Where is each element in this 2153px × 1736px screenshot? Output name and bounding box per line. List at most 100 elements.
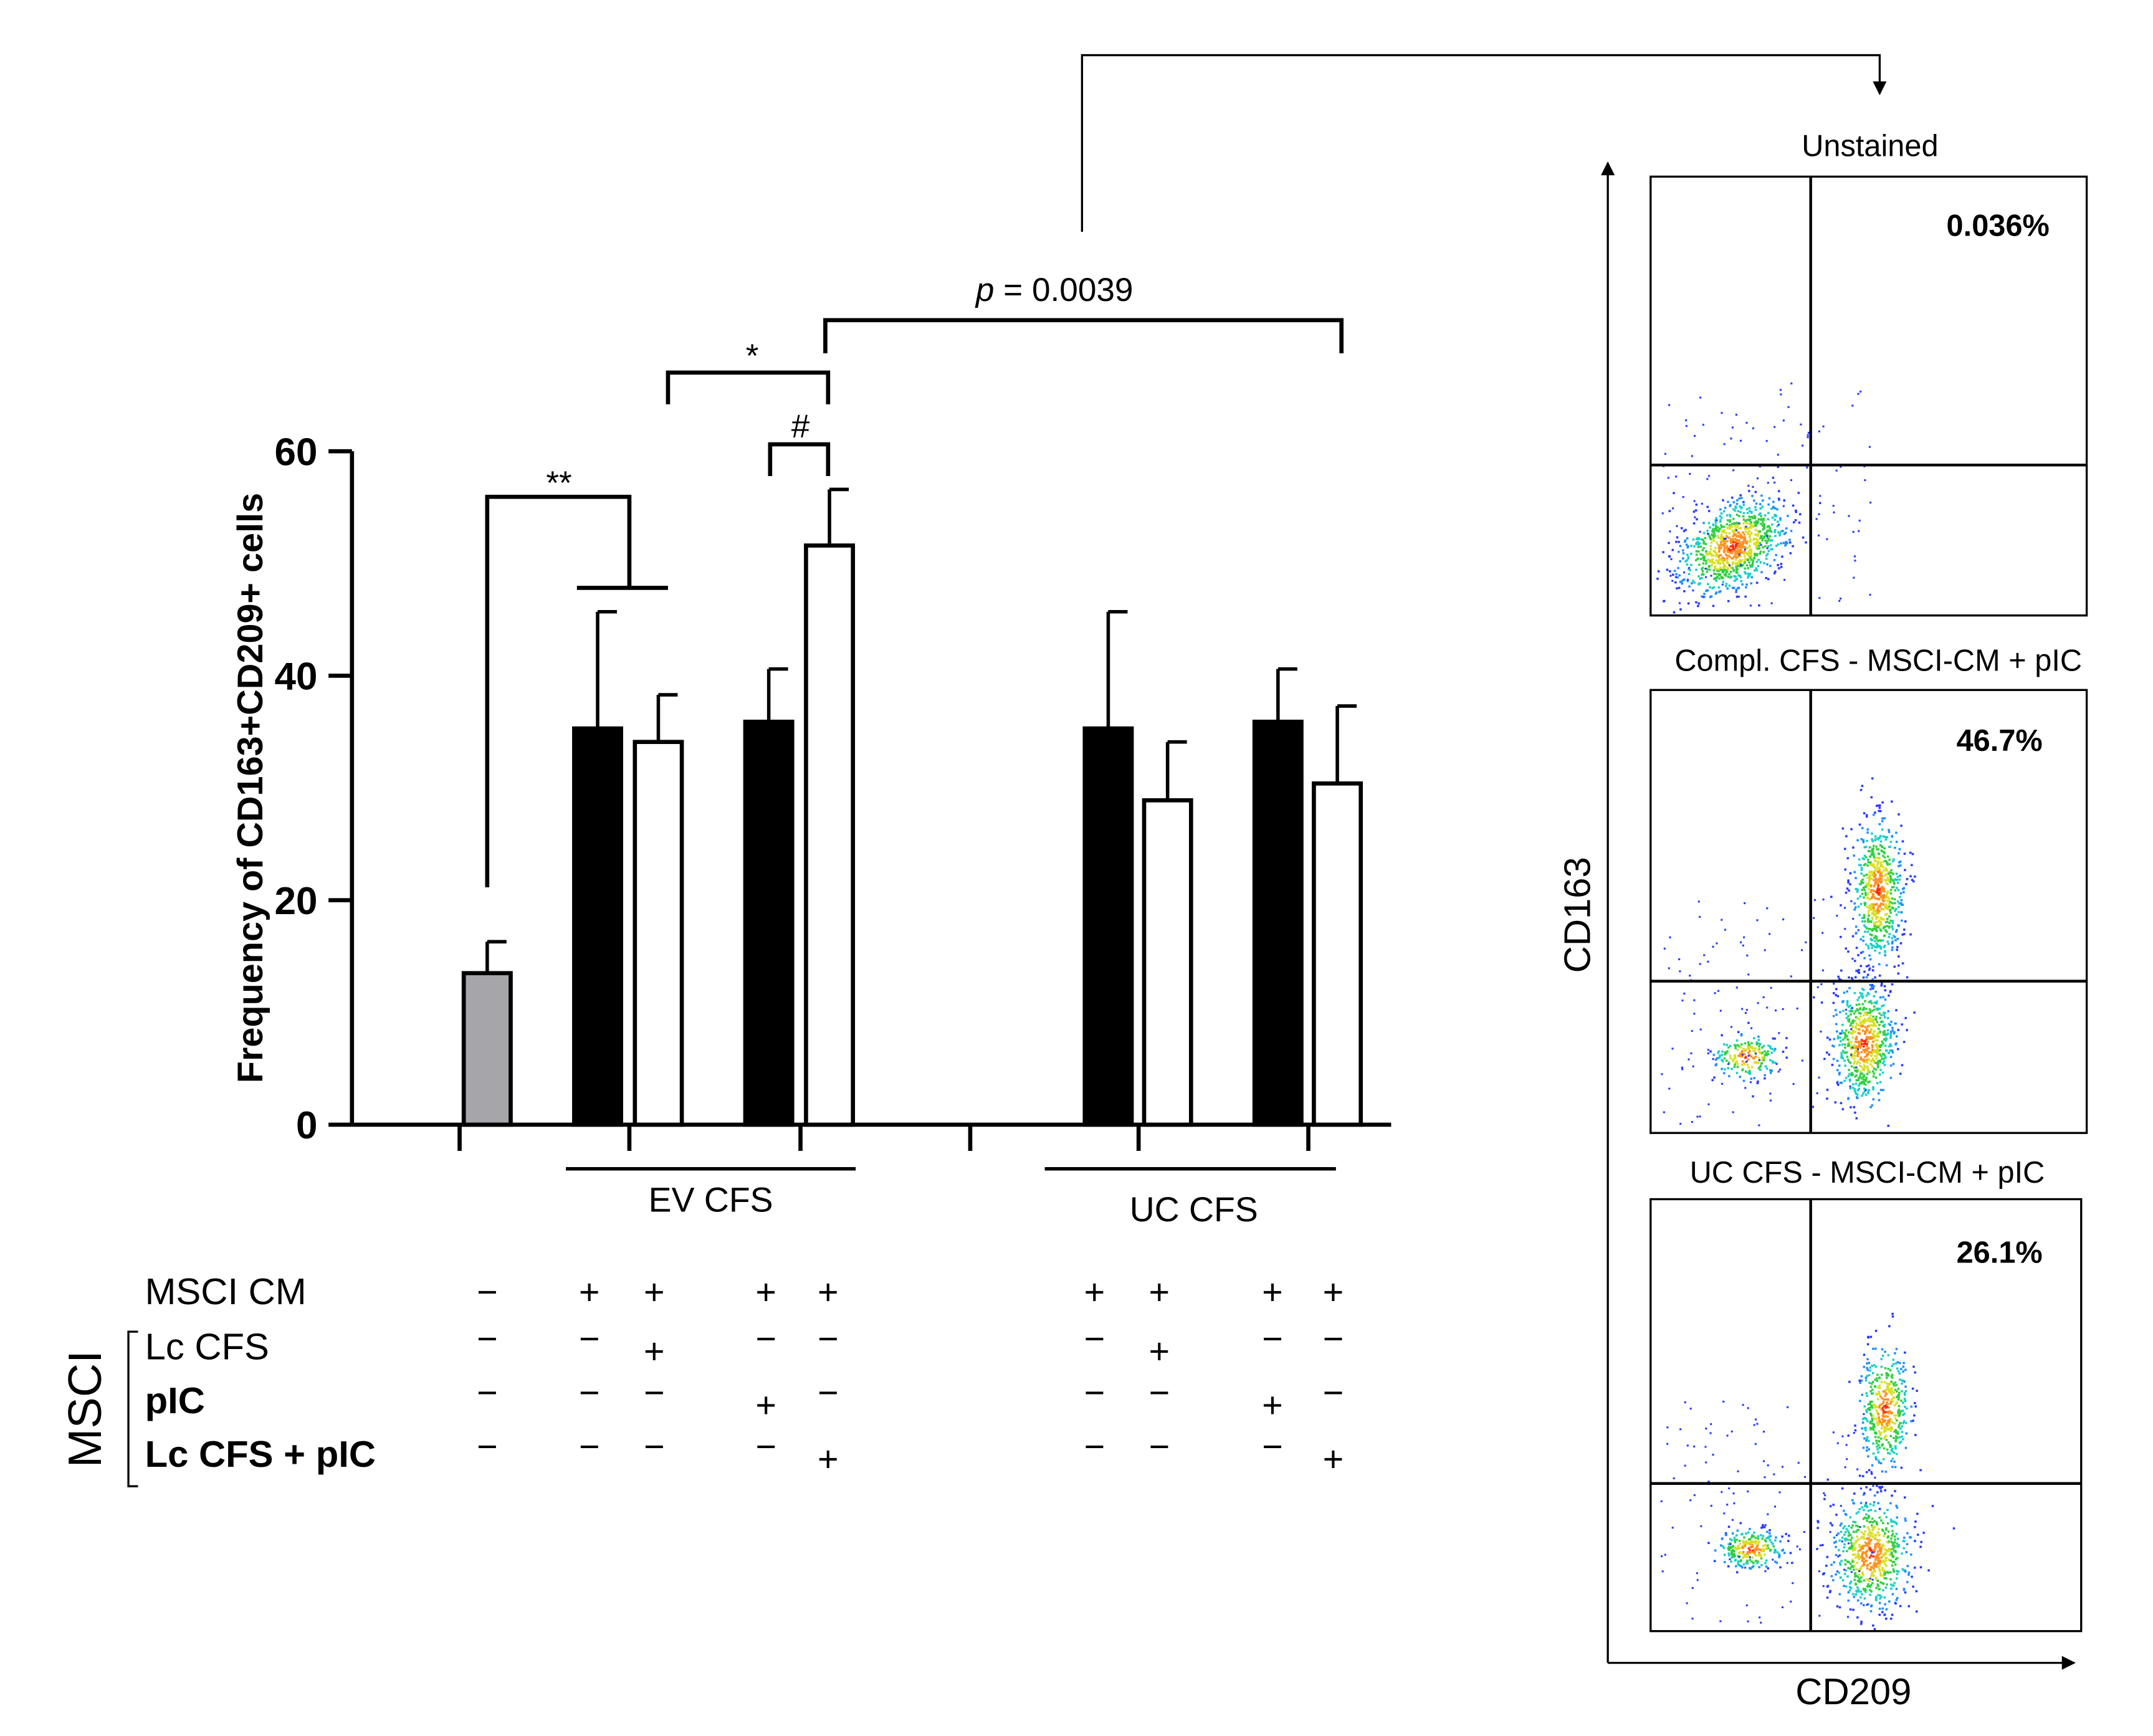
flow-event — [1687, 578, 1689, 581]
flow-event — [1714, 522, 1717, 524]
flow-event — [1858, 1041, 1861, 1043]
flow-event — [1831, 1064, 1834, 1066]
flow-event — [1871, 1051, 1874, 1054]
flow-event — [1735, 591, 1737, 593]
flow-event — [1747, 550, 1750, 553]
flow-event — [1856, 1552, 1859, 1555]
flow-event — [1852, 1047, 1855, 1050]
flow-event — [1754, 1553, 1757, 1557]
flow-event — [1749, 565, 1752, 568]
flow-event — [1769, 1539, 1772, 1542]
flow-event — [1826, 1097, 1828, 1100]
flow-event — [1870, 1472, 1873, 1475]
flow-event — [1780, 393, 1782, 396]
flow-event — [1869, 1532, 1871, 1535]
flow-event — [1747, 1047, 1750, 1050]
flow-event — [1669, 575, 1672, 577]
flow-event — [1719, 1009, 1722, 1012]
flow-event — [1760, 523, 1762, 525]
flow-event — [1766, 535, 1769, 537]
flow-event — [1724, 565, 1727, 568]
flow-event — [1856, 839, 1859, 842]
flow-event — [1765, 532, 1768, 535]
flow-event — [1742, 546, 1745, 549]
flow-event — [1922, 1532, 1925, 1534]
flow-event — [1870, 905, 1873, 908]
flow-event — [1723, 1512, 1726, 1515]
flow-event — [1709, 1432, 1712, 1434]
flow-event — [1869, 988, 1872, 991]
flow-event — [1873, 1417, 1876, 1420]
flow-event — [1675, 475, 1678, 478]
flow-event — [1831, 1524, 1833, 1527]
flow-event — [1871, 1104, 1873, 1107]
flow-event — [1867, 1455, 1869, 1457]
flow-event — [1879, 840, 1883, 843]
flow-event — [1863, 1006, 1865, 1009]
flow-event — [1900, 824, 1902, 827]
flow-event — [1848, 1547, 1850, 1550]
flow-event — [1724, 1053, 1726, 1056]
flow-event — [1795, 510, 1797, 513]
flow-event — [1731, 496, 1734, 499]
flow-event — [1838, 1044, 1841, 1047]
flow-event — [1721, 1545, 1724, 1548]
flow-event — [1758, 1124, 1760, 1127]
flow-event — [1682, 552, 1685, 555]
flow-event — [1869, 1422, 1872, 1424]
flow-event — [1873, 1051, 1876, 1053]
flow-event — [1710, 541, 1713, 544]
flow-event — [1676, 525, 1678, 527]
flow-event — [1863, 1589, 1866, 1591]
flow-event — [1701, 573, 1704, 576]
flow-event — [1856, 1089, 1859, 1092]
flow-event — [1851, 1052, 1853, 1056]
flow-event — [1845, 1008, 1847, 1011]
flow-event — [1858, 1003, 1861, 1006]
flow-event — [1724, 553, 1727, 556]
flow-event — [1850, 1542, 1853, 1545]
flow-event — [1813, 917, 1815, 919]
flow-event — [1857, 1052, 1860, 1054]
flow-event — [1869, 1428, 1873, 1431]
flow-event — [1898, 905, 1900, 909]
flow-event — [1775, 1062, 1778, 1066]
flow-event — [1875, 1439, 1878, 1442]
flow-event — [1898, 955, 1900, 958]
flow-event — [1878, 1391, 1880, 1393]
flow-event — [1747, 1542, 1750, 1545]
condition-row-label: Lc CFS + pIC — [145, 1433, 376, 1475]
flow-event — [1742, 503, 1745, 506]
flow-event — [1866, 1072, 1869, 1075]
flow-event — [1889, 919, 1892, 922]
flow-event — [1656, 577, 1659, 580]
flow-event — [1858, 1033, 1861, 1035]
flow-event — [1875, 1563, 1878, 1565]
flow-event — [1845, 835, 1848, 837]
flow-event — [1769, 1548, 1772, 1552]
flow-event — [1882, 1458, 1885, 1461]
flow-event — [1696, 541, 1699, 543]
flow-event — [1744, 520, 1747, 523]
flow-event — [1787, 1406, 1789, 1408]
flow-event — [1868, 1036, 1870, 1039]
flow-event — [1851, 1593, 1855, 1596]
flow-event — [1756, 1082, 1759, 1085]
flow-event — [1773, 1049, 1776, 1052]
flow-event — [1884, 1032, 1886, 1035]
flow-event — [1863, 924, 1866, 927]
flow-event — [1919, 1545, 1922, 1548]
flow-event — [1863, 1437, 1866, 1440]
quadrant-percent: 0.036% — [1947, 209, 2050, 243]
flow-event — [1723, 557, 1726, 560]
flow-event — [1744, 1012, 1747, 1014]
flow-event — [1737, 543, 1740, 546]
flow-event — [1859, 1596, 1862, 1599]
flow-event — [1729, 1054, 1732, 1057]
flow-event — [1898, 964, 1900, 967]
flow-event — [1860, 1082, 1863, 1085]
flow-event — [1865, 1037, 1868, 1041]
flow-event — [1716, 519, 1718, 522]
flow-event — [1688, 573, 1691, 575]
flow-event — [1869, 1549, 1872, 1552]
